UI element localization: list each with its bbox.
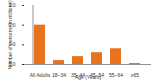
svg-text:18–34: 18–34 xyxy=(52,72,66,78)
svg-text:55–64: 55–64 xyxy=(109,72,123,78)
svg-text:≥65: ≥65 xyxy=(131,72,140,78)
svg-text:Number of persons (in millions: Number of persons (in millions) xyxy=(7,0,13,70)
svg-text:Age (Years): Age (Years) xyxy=(75,74,102,80)
svg-text:All Adults: All Adults xyxy=(30,72,51,78)
